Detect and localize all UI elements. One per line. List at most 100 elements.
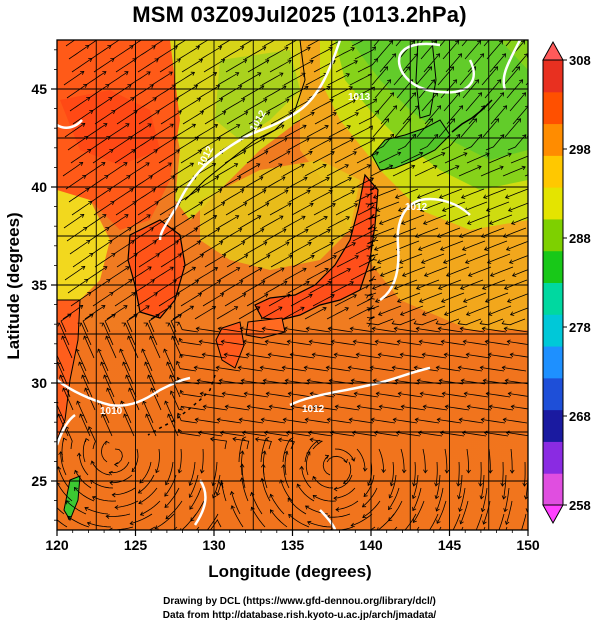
streamline-arrowhead (458, 233, 464, 238)
streamline (309, 341, 334, 346)
streamline (216, 306, 238, 320)
streamline-arrowhead (152, 97, 157, 102)
streamline (505, 40, 512, 47)
streamline-arrowhead (88, 200, 93, 205)
streamline (464, 40, 481, 60)
streamline-arrowhead (171, 33, 175, 36)
streamline-arrowhead (369, 365, 374, 371)
streamline (468, 266, 492, 277)
streamline-arrowhead (331, 203, 336, 208)
streamline-arrowhead (366, 317, 372, 322)
streamline (241, 464, 246, 489)
streamline-arrowhead (352, 294, 357, 299)
streamline (444, 448, 448, 473)
streamline-arrowhead (303, 365, 308, 371)
streamline-arrowhead (307, 520, 312, 526)
streamline (332, 190, 355, 203)
streamline (280, 479, 293, 502)
streamline-arrowhead (278, 306, 283, 311)
streamline (153, 40, 165, 47)
streamline-arrowhead (165, 322, 170, 327)
streamline (333, 487, 356, 499)
streamline (225, 406, 250, 411)
streamline (460, 279, 484, 290)
streamline-arrowhead (80, 71, 85, 75)
streamline-arrowhead (79, 305, 84, 309)
streamline-arrowhead (392, 105, 398, 110)
streamline (349, 216, 372, 229)
streamline-arrowhead (389, 92, 395, 97)
streamline (356, 354, 381, 359)
streamline-arrowhead (145, 413, 150, 418)
streamline-arrowhead (376, 527, 379, 530)
streamline-arrowhead (352, 151, 357, 156)
streamline (392, 367, 417, 372)
streamline-arrowhead (189, 162, 195, 167)
streamline (394, 118, 411, 138)
streamline (267, 241, 290, 255)
streamline (198, 228, 220, 242)
streamline (134, 188, 156, 203)
isobar-label: 1010 (100, 406, 123, 417)
streamline (481, 66, 498, 86)
streamline-arrowhead (133, 253, 138, 258)
streamline-arrowhead (303, 176, 308, 181)
streamline (247, 202, 269, 216)
streamline-arrowhead (474, 28, 478, 32)
streamline-arrowhead (83, 84, 88, 88)
streamline-arrowhead (466, 220, 472, 225)
streamline-arrowhead (196, 378, 201, 384)
streamline-arrowhead (214, 176, 220, 180)
streamline-arrowhead (530, 153, 534, 157)
streamline (154, 227, 176, 242)
streamline-arrowhead (315, 439, 320, 445)
streamline-arrowhead (284, 378, 289, 384)
streamline (156, 45, 178, 60)
streamline (445, 53, 462, 73)
streamline (380, 105, 397, 125)
streamline-arrowhead (414, 105, 420, 110)
streamline-arrowhead (149, 84, 154, 89)
streamline (485, 292, 509, 303)
streamline-arrowhead (169, 390, 175, 395)
streamline-arrowhead (219, 293, 225, 298)
streamline (243, 280, 265, 294)
streamline (305, 419, 330, 424)
streamline-arrowhead (480, 507, 486, 513)
colorbar-segment (543, 155, 563, 188)
streamline-arrowhead (391, 53, 397, 58)
streamline-arrowhead (287, 391, 292, 397)
streamline-arrowhead (102, 71, 107, 76)
streamline-arrowhead (155, 468, 160, 474)
streamline-arrowhead (539, 119, 543, 123)
streamline (91, 97, 113, 112)
streamline (177, 413, 198, 424)
streamline (290, 294, 313, 307)
streamline-arrowhead (349, 326, 354, 332)
streamline-arrowhead (362, 467, 368, 472)
streamline-arrowhead (370, 35, 374, 39)
colorbar-max-triangle (542, 40, 564, 61)
streamline (439, 188, 463, 199)
streamline (269, 59, 292, 73)
streamline (89, 136, 111, 151)
streamline (130, 123, 152, 138)
colorbar-segment (543, 473, 563, 506)
streamline (452, 513, 461, 530)
streamline (328, 268, 351, 281)
streamline-arrowhead (502, 105, 508, 110)
streamline (286, 432, 311, 437)
streamline-arrowhead (416, 194, 422, 199)
streamline (282, 367, 307, 372)
streamline-arrowhead (306, 378, 311, 384)
streamline-arrowhead (509, 352, 514, 358)
streamline-arrowhead (125, 374, 130, 379)
streamline-arrowhead (305, 280, 310, 285)
streamline-arrowhead (503, 508, 508, 513)
streamline (436, 318, 460, 326)
streamline-arrowhead (224, 404, 229, 410)
streamline (305, 73, 328, 86)
streamline-arrowhead (57, 322, 60, 327)
streamline-arrowhead (426, 531, 429, 535)
streamline-arrowhead (133, 314, 138, 318)
